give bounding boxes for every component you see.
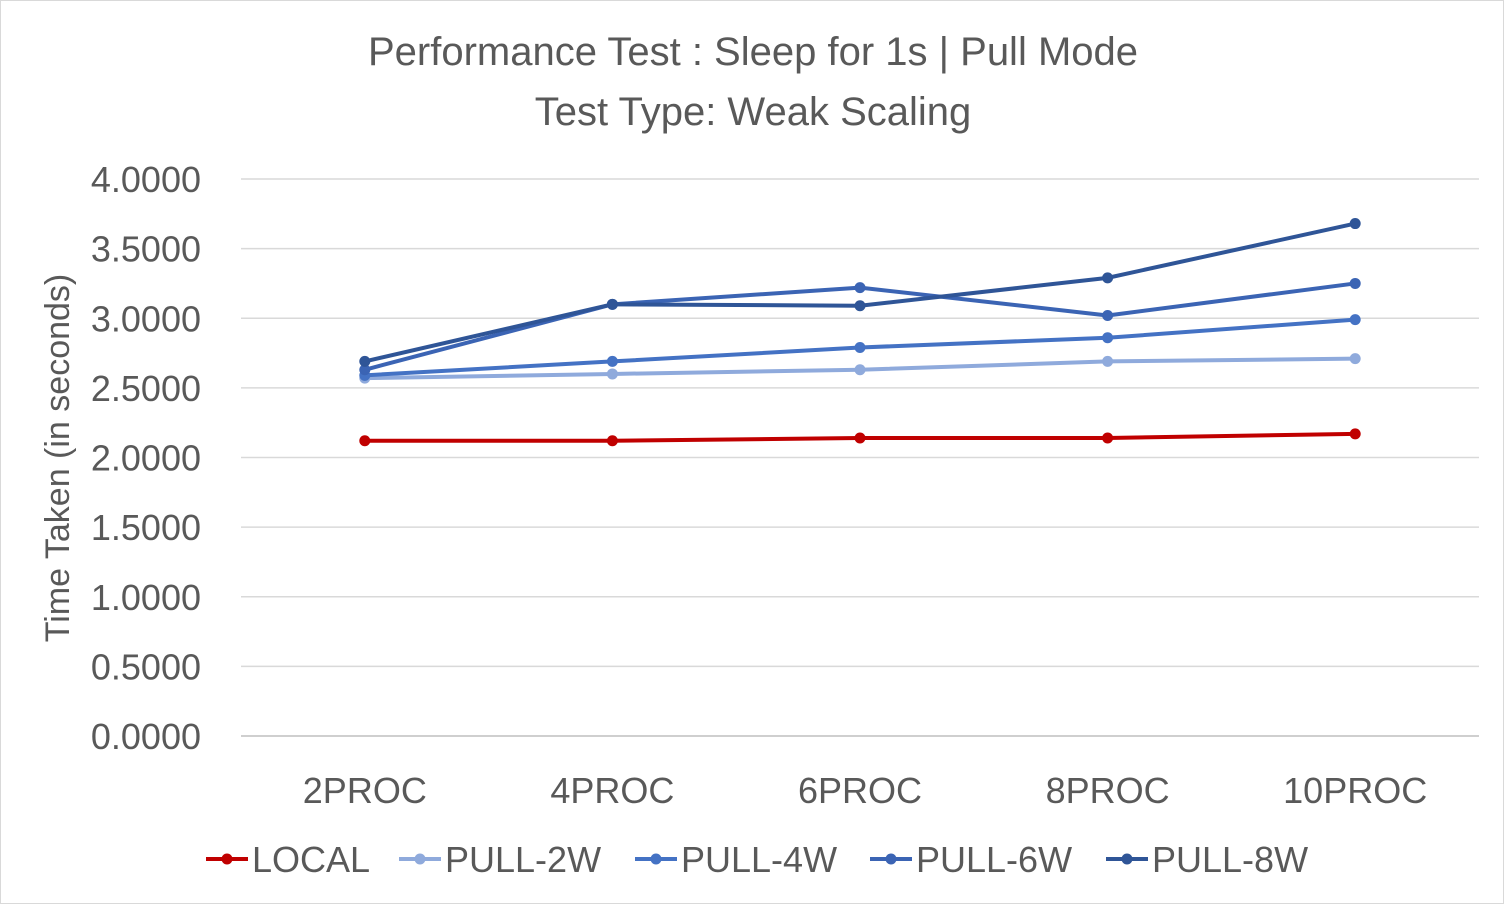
- y-tick-label: 4.0000: [91, 159, 201, 200]
- legend-marker: [221, 853, 233, 865]
- y-axis-ticks: 0.0000 0.5000 1.0000 1.5000 2.0000 2.5000 3.00…: [91, 159, 201, 757]
- legend-item-pull-2w: PULL-2W: [399, 839, 601, 880]
- legend-item-pull-8w: PULL-8W: [1106, 839, 1308, 880]
- legend-label: PULL-2W: [445, 839, 601, 880]
- gridlines: [241, 178, 1479, 737]
- data-point: [854, 282, 866, 294]
- legend-marker: [1121, 853, 1133, 865]
- x-axis-ticks: 2PROC 4PROC 6PROC 8PROC 10PROC: [303, 770, 1427, 811]
- data-point: [1349, 314, 1361, 326]
- chart-subtitle: Test Type: Weak Scaling: [535, 90, 972, 134]
- legend-item-pull-6w: PULL-6W: [870, 839, 1072, 880]
- legend-item-local: LOCAL: [206, 839, 370, 880]
- series-local: [359, 428, 1361, 447]
- series-pull-4w: [359, 314, 1361, 381]
- data-point: [606, 355, 618, 367]
- legend-marker: [414, 853, 426, 865]
- legend-label: LOCAL: [252, 839, 370, 880]
- data-point: [359, 364, 371, 376]
- data-point: [854, 364, 866, 376]
- data-point: [854, 341, 866, 353]
- legend-marker: [885, 853, 897, 865]
- data-point: [854, 432, 866, 444]
- data-point: [1102, 309, 1114, 321]
- y-tick-label: 3.0000: [91, 298, 201, 339]
- y-axis-label: Time Taken (in seconds): [39, 274, 77, 643]
- legend-label: PULL-8W: [1152, 839, 1308, 880]
- legend: LOCAL PULL-2W PULL-4W PULL-6W PULL-8W: [206, 839, 1308, 880]
- data-point: [606, 298, 618, 310]
- y-tick-label: 3.5000: [91, 229, 201, 270]
- data-point: [359, 435, 371, 447]
- data-point: [1349, 218, 1361, 230]
- data-point: [1349, 428, 1361, 440]
- data-point: [359, 355, 371, 367]
- legend-label: PULL-4W: [681, 839, 837, 880]
- data-point: [1102, 272, 1114, 284]
- y-tick-label: 0.0000: [91, 716, 201, 757]
- y-tick-label: 2.5000: [91, 368, 201, 409]
- y-tick-label: 1.5000: [91, 507, 201, 548]
- x-tick-label: 8PROC: [1046, 770, 1170, 811]
- series-lines: [359, 218, 1361, 447]
- data-point: [606, 435, 618, 447]
- x-tick-label: 10PROC: [1283, 770, 1427, 811]
- series-pull-8w: [359, 218, 1361, 367]
- data-point: [854, 300, 866, 312]
- legend-label: PULL-6W: [916, 839, 1072, 880]
- legend-marker: [650, 853, 662, 865]
- data-point: [1102, 355, 1114, 367]
- data-point: [1102, 332, 1114, 344]
- chart-title: Performance Test : Sleep for 1s | Pull M…: [368, 30, 1138, 74]
- data-point: [1349, 353, 1361, 365]
- x-tick-label: 6PROC: [798, 770, 922, 811]
- y-tick-label: 1.0000: [91, 577, 201, 618]
- x-tick-label: 4PROC: [550, 770, 674, 811]
- data-point: [1349, 277, 1361, 289]
- x-tick-label: 2PROC: [303, 770, 427, 811]
- data-point: [1102, 432, 1114, 444]
- y-tick-label: 2.0000: [91, 438, 201, 479]
- legend-item-pull-4w: PULL-4W: [635, 839, 837, 880]
- y-tick-label: 0.5000: [91, 646, 201, 687]
- data-point: [606, 368, 618, 380]
